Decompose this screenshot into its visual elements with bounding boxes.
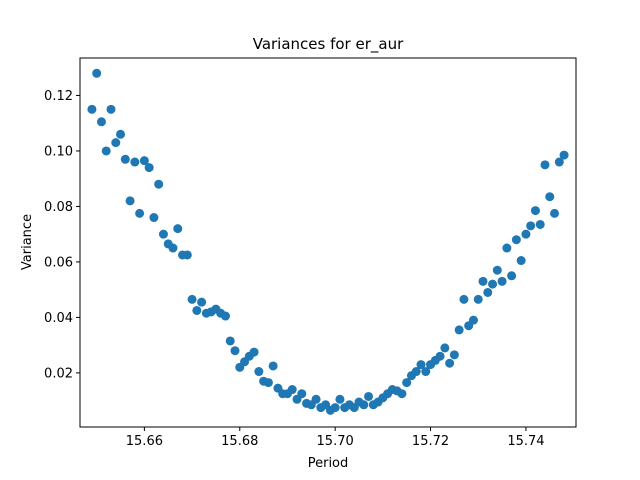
- y-axis-ticks: 0.02 0.04 0.06 0.08 0.10 0.12: [44, 89, 80, 381]
- data-point: [111, 138, 121, 148]
- data-point: [440, 343, 450, 353]
- data-point: [545, 192, 555, 202]
- data-point: [220, 311, 230, 321]
- data-point: [540, 160, 550, 170]
- data-point: [158, 229, 168, 239]
- data-point: [168, 243, 178, 253]
- data-point: [92, 68, 102, 78]
- data-point: [530, 206, 540, 216]
- data-point: [101, 146, 111, 156]
- data-point: [187, 294, 197, 304]
- data-point: [330, 403, 340, 413]
- data-point: [554, 157, 564, 167]
- data-point: [421, 367, 431, 377]
- data-point: [497, 276, 507, 286]
- y-tick-label: 0.12: [44, 89, 73, 104]
- data-point: [263, 378, 273, 388]
- data-point: [397, 389, 407, 399]
- data-point: [473, 294, 483, 304]
- x-tick-label: 15.70: [317, 434, 354, 449]
- data-points: [87, 68, 569, 415]
- data-point: [416, 360, 426, 370]
- data-point: [254, 367, 264, 377]
- y-tick-label: 0.06: [44, 255, 73, 270]
- data-point: [149, 213, 159, 223]
- data-point: [402, 378, 412, 388]
- data-point: [521, 229, 531, 239]
- x-axis-ticks: 15.66 15.68 15.70 15.72 15.74: [126, 427, 545, 449]
- data-point: [492, 265, 502, 275]
- data-point: [502, 243, 512, 253]
- data-point: [197, 297, 207, 307]
- data-point: [154, 179, 164, 189]
- data-point: [449, 350, 459, 360]
- data-point: [225, 336, 235, 346]
- y-tick-label: 0.02: [44, 366, 73, 381]
- data-point: [87, 104, 97, 114]
- data-point: [435, 351, 445, 361]
- data-point: [507, 271, 517, 281]
- data-point: [516, 256, 526, 266]
- y-tick-label: 0.04: [44, 311, 73, 326]
- data-point: [287, 385, 297, 395]
- data-point: [130, 157, 140, 167]
- data-point: [488, 279, 498, 289]
- data-point: [445, 358, 455, 368]
- data-point: [125, 196, 135, 206]
- data-point: [230, 346, 240, 356]
- x-axis-label: Period: [308, 456, 349, 471]
- data-point: [526, 221, 536, 231]
- x-tick-label: 15.74: [507, 434, 544, 449]
- data-point: [182, 250, 192, 260]
- data-point: [335, 394, 345, 404]
- data-point: [139, 156, 149, 166]
- data-point: [511, 235, 521, 245]
- data-point: [297, 389, 307, 399]
- plot-frame: [79, 57, 577, 428]
- data-point: [106, 104, 116, 114]
- x-tick-label: 15.68: [221, 434, 258, 449]
- data-point: [311, 394, 321, 404]
- data-point: [120, 154, 130, 164]
- data-point: [268, 361, 278, 371]
- data-point: [249, 347, 259, 357]
- x-tick-label: 15.72: [412, 434, 449, 449]
- data-point: [96, 117, 106, 127]
- data-point: [135, 208, 145, 218]
- chart-title: Variances for er_aur: [253, 35, 404, 54]
- data-point: [468, 315, 478, 325]
- data-point: [192, 305, 202, 315]
- y-tick-label: 0.08: [44, 200, 73, 215]
- data-point: [173, 224, 183, 234]
- data-point: [559, 150, 569, 160]
- data-point: [535, 219, 545, 229]
- data-point: [144, 163, 154, 173]
- y-tick-label: 0.10: [44, 144, 73, 159]
- data-point: [483, 287, 493, 297]
- data-point: [364, 391, 374, 401]
- data-point: [411, 367, 421, 377]
- x-tick-label: 15.66: [126, 434, 163, 449]
- y-axis-label: Variance: [20, 214, 35, 270]
- data-point: [478, 276, 488, 286]
- data-point: [459, 294, 469, 304]
- data-point: [550, 208, 560, 218]
- data-point: [116, 129, 126, 139]
- data-point: [454, 325, 464, 335]
- data-point: [359, 400, 369, 410]
